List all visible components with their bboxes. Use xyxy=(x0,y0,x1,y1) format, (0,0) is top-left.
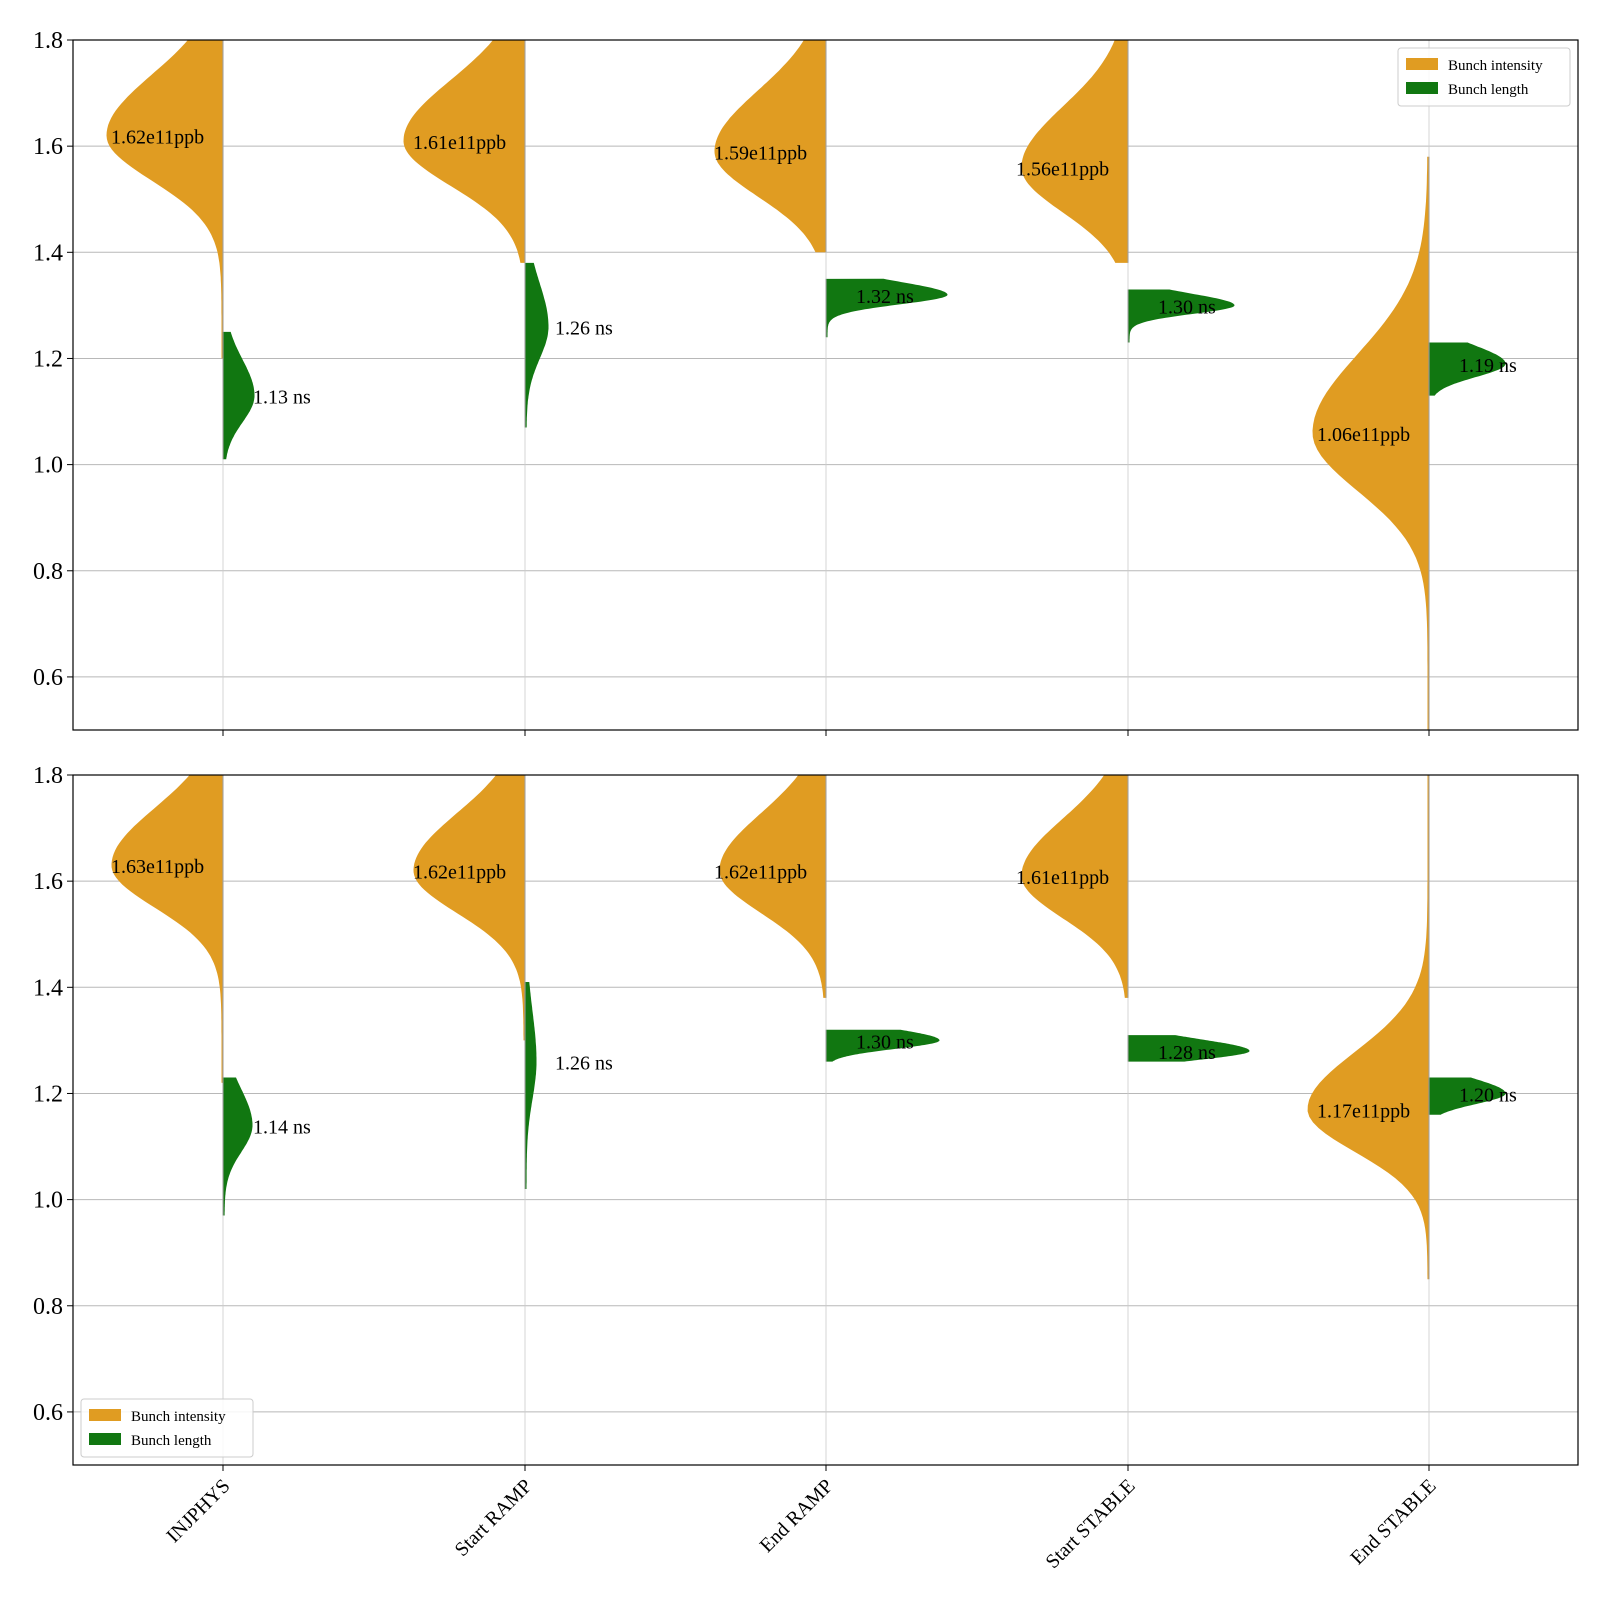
length-violin xyxy=(223,331,255,460)
intensity-median-label: 1.63e11ppb xyxy=(111,856,204,878)
y-tick-label: 1.4 xyxy=(33,975,63,1001)
length-violin xyxy=(1429,1077,1506,1115)
intensity-median-label: 1.62e11ppb xyxy=(111,127,204,149)
legend-entry-label: Bunch intensity xyxy=(131,1409,226,1425)
legend-box xyxy=(80,1398,254,1458)
intensity-median-label: 1.62e11ppb xyxy=(413,862,506,884)
intensity-violin xyxy=(719,775,826,998)
length-violin xyxy=(525,262,549,428)
intensity-median-label: 1.17e11ppb xyxy=(1317,1100,1410,1122)
length-median-label: 1.26 ns xyxy=(555,318,613,340)
intensity-violin xyxy=(106,40,223,359)
legend-swatch xyxy=(89,1409,121,1421)
length-violin xyxy=(826,1029,940,1062)
legend-box xyxy=(1397,47,1571,107)
legend-entry-label: Bunch length xyxy=(131,1433,212,1449)
y-tick-label: 1.6 xyxy=(33,134,63,160)
y-tick-label: 1.8 xyxy=(33,28,63,54)
intensity-violin xyxy=(1307,775,1429,1280)
length-median-label: 1.20 ns xyxy=(1459,1084,1517,1106)
intensity-violin xyxy=(1021,40,1128,263)
length-median-label: 1.30 ns xyxy=(856,1031,914,1053)
length-median-label: 1.30 ns xyxy=(1158,296,1216,318)
intensity-violin xyxy=(111,775,223,1083)
y-tick-label: 0.8 xyxy=(33,559,63,585)
plot-area: 1.63e11ppb 1.14 ns 1.62e11ppb 1.26 ns 1.62e1… xyxy=(111,775,1517,1465)
y-tick-label: 1.4 xyxy=(33,240,63,266)
intensity-violin xyxy=(403,40,525,263)
x-tick-label: End RAMP xyxy=(756,1475,838,1557)
x-tick-label: INJPHYS xyxy=(162,1475,234,1547)
length-median-label: 1.13 ns xyxy=(253,387,311,409)
intensity-violin xyxy=(1021,775,1128,998)
intensity-median-label: 1.61e11ppb xyxy=(413,132,506,154)
length-violin xyxy=(1429,342,1506,396)
plot-area: 1.62e11ppb 1.13 ns 1.61e11ppb 1.26 ns 1.59e1… xyxy=(106,40,1517,730)
intensity-median-label: 1.56e11ppb xyxy=(1016,158,1109,180)
length-median-label: 1.14 ns xyxy=(253,1116,311,1138)
length-median-label: 1.19 ns xyxy=(1459,355,1517,377)
legend: Bunch intensity Bunch length xyxy=(1397,47,1571,107)
length-median-label: 1.32 ns xyxy=(856,286,914,308)
y-tick-label: 1.8 xyxy=(33,763,63,789)
intensity-violin xyxy=(714,40,826,253)
y-tick-label: 1.2 xyxy=(33,346,63,372)
x-tick-label: Start RAMP xyxy=(451,1475,537,1561)
y-tick-label: 0.6 xyxy=(33,1400,63,1426)
y-tick-label: 0.6 xyxy=(33,665,63,691)
intensity-median-label: 1.62e11ppb xyxy=(714,862,807,884)
length-median-label: 1.28 ns xyxy=(1158,1042,1216,1064)
length-violin xyxy=(1128,1035,1250,1062)
y-tick-label: 1.0 xyxy=(33,1188,63,1214)
x-tick-label: End STABLE xyxy=(1346,1475,1440,1569)
length-violin xyxy=(1128,289,1235,343)
intensity-median-label: 1.06e11ppb xyxy=(1317,424,1410,446)
legend-swatch xyxy=(89,1433,121,1445)
x-tick-label: Start STABLE xyxy=(1041,1475,1139,1573)
legend-entry-label: Bunch length xyxy=(1448,82,1529,98)
y-tick-label: 1.0 xyxy=(33,453,63,479)
length-violin xyxy=(525,982,537,1189)
legend-swatch xyxy=(1406,82,1438,94)
intensity-median-label: 1.59e11ppb xyxy=(714,142,807,164)
y-tick-label: 1.2 xyxy=(33,1081,63,1107)
intensity-median-label: 1.61e11ppb xyxy=(1016,867,1109,889)
y-tick-label: 0.8 xyxy=(33,1294,63,1320)
length-median-label: 1.26 ns xyxy=(555,1053,613,1075)
legend-entry-label: Bunch intensity xyxy=(1448,58,1543,74)
legend: Bunch intensity Bunch length xyxy=(80,1398,254,1458)
length-violin xyxy=(223,1077,253,1216)
intensity-violin xyxy=(413,775,525,1041)
intensity-violin xyxy=(1312,156,1429,730)
y-tick-label: 1.6 xyxy=(33,869,63,895)
length-violin xyxy=(826,278,948,338)
legend-swatch xyxy=(1406,58,1438,70)
